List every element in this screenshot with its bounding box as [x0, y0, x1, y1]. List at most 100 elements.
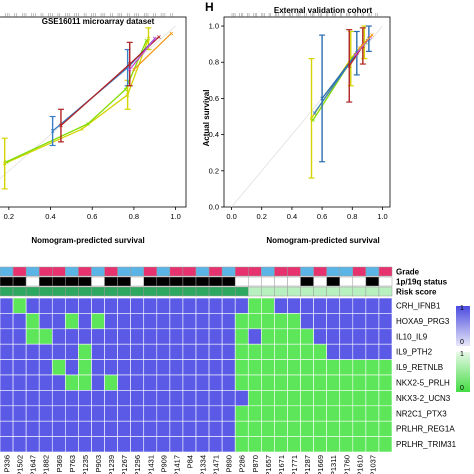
heatmap-cell	[182, 313, 197, 330]
heatmap-cell	[91, 405, 105, 422]
data-point: ×	[153, 36, 157, 43]
heatmap-cell	[313, 390, 327, 407]
heatmap-cell	[287, 328, 301, 345]
annotation-cell	[52, 286, 66, 297]
heatmap-cell	[313, 359, 327, 376]
heatmap-cell	[287, 374, 301, 391]
annotation-label: Grade	[396, 268, 420, 277]
annotation-cell	[378, 266, 393, 277]
data-point: ×	[5, 159, 9, 166]
heatmap-cell	[195, 313, 210, 330]
heatmap-cell	[261, 359, 275, 376]
heatmap-cell	[339, 297, 354, 314]
heatmap-cell	[156, 374, 171, 391]
row-label: PRLHR_TRIM31	[396, 440, 457, 449]
heatmap-cell	[104, 420, 118, 437]
heatmap-cell	[326, 359, 341, 376]
heatmap-cell	[38, 420, 53, 437]
heatmap-cell	[274, 420, 288, 437]
x-tick-label: 0.4	[45, 212, 55, 221]
annotation-cell	[300, 266, 314, 277]
heatmap-cell	[78, 436, 92, 453]
data-point: ×	[309, 116, 313, 123]
heatmap-cell	[326, 420, 341, 437]
heatmap-cell	[221, 436, 236, 453]
data-point: ×	[370, 33, 374, 40]
heatmap-cell	[313, 374, 327, 391]
heatmap-cell	[247, 328, 262, 345]
heatmap-cell	[91, 390, 105, 407]
heatmap-cell	[326, 313, 341, 330]
heatmap-cell	[274, 359, 288, 376]
y-tick-label: 1.0	[209, 22, 219, 31]
heatmap-cell	[156, 343, 171, 360]
heatmap-cell	[12, 313, 27, 330]
calibration-panel-gse16011: GSE16011 microarray dataset Nomogram-pre…	[0, 13, 187, 245]
heatmap-cell	[300, 328, 314, 345]
heatmap-cell	[143, 374, 158, 391]
heatmap-cell	[313, 343, 327, 360]
x-tick-label: 0.2	[257, 212, 267, 221]
heatmap-cell	[169, 343, 184, 360]
heatmap-cell	[12, 374, 27, 391]
column-label: P1334	[199, 455, 208, 474]
heatmap-cell	[91, 313, 105, 330]
heatmap-cell	[12, 436, 27, 453]
heatmap-cell	[117, 359, 131, 376]
heatmap-cell	[378, 359, 393, 376]
heatmap-cell	[234, 297, 249, 314]
heatmap-cell	[38, 313, 53, 330]
annotation-cell	[12, 286, 27, 297]
heatmap-cell	[208, 374, 223, 391]
annotation-cell	[52, 276, 66, 287]
annotation-cell	[248, 266, 262, 277]
series-line	[52, 38, 156, 132]
heatmap-cell	[261, 374, 275, 391]
heatmap-cell	[339, 420, 354, 437]
data-point: ×	[126, 92, 130, 99]
heatmap-cell	[78, 328, 92, 345]
heatmap-cell	[195, 390, 210, 407]
heatmap-cell	[130, 328, 145, 345]
legend-label: 0	[460, 339, 464, 346]
annotation-cell	[313, 276, 327, 287]
heatmap-cell	[51, 313, 66, 330]
heatmap-cell	[365, 420, 380, 437]
annotation-cell	[117, 266, 131, 277]
heatmap-cell	[0, 420, 14, 437]
annotation-cell	[0, 266, 14, 277]
heatmap-cell	[261, 405, 275, 422]
heatmap-cell	[326, 343, 341, 360]
data-point: ×	[86, 121, 90, 128]
annotation-cell	[378, 276, 393, 287]
annotation-cell	[195, 276, 210, 287]
x-tick-label: 0.8	[347, 212, 357, 221]
column-label: P1647	[29, 455, 38, 474]
annotation-cell	[261, 266, 275, 277]
heatmap-cell	[156, 297, 171, 314]
annotation-cell	[195, 286, 210, 297]
heatmap-cell	[156, 436, 171, 453]
heatmap-cell	[365, 359, 380, 376]
annotation-cell	[208, 286, 223, 297]
annotation-cell	[287, 286, 301, 297]
heatmap-cell	[339, 436, 354, 453]
annotation-cell	[143, 286, 158, 297]
heatmap-cell	[365, 313, 380, 330]
heatmap-cell	[156, 328, 171, 345]
column-label: P1267	[120, 455, 129, 474]
heatmap-cell	[234, 313, 249, 330]
calibration-panel-external: H External validation cohort Nomogram-pr…	[202, 0, 391, 245]
legend-bar-high	[456, 306, 470, 346]
annotation-cell	[221, 286, 236, 297]
heatmap-cell	[287, 420, 301, 437]
heatmap-cell	[12, 359, 27, 376]
heatmap-cell	[182, 374, 197, 391]
data-point: ×	[368, 34, 372, 41]
heatmap-cell	[0, 328, 14, 345]
row-label: NR2C1_PTX3	[396, 409, 447, 418]
column-label: P909	[159, 455, 168, 473]
annotation-cell	[25, 276, 40, 287]
annotation-cell	[143, 266, 158, 277]
annotation-cell	[352, 276, 367, 287]
